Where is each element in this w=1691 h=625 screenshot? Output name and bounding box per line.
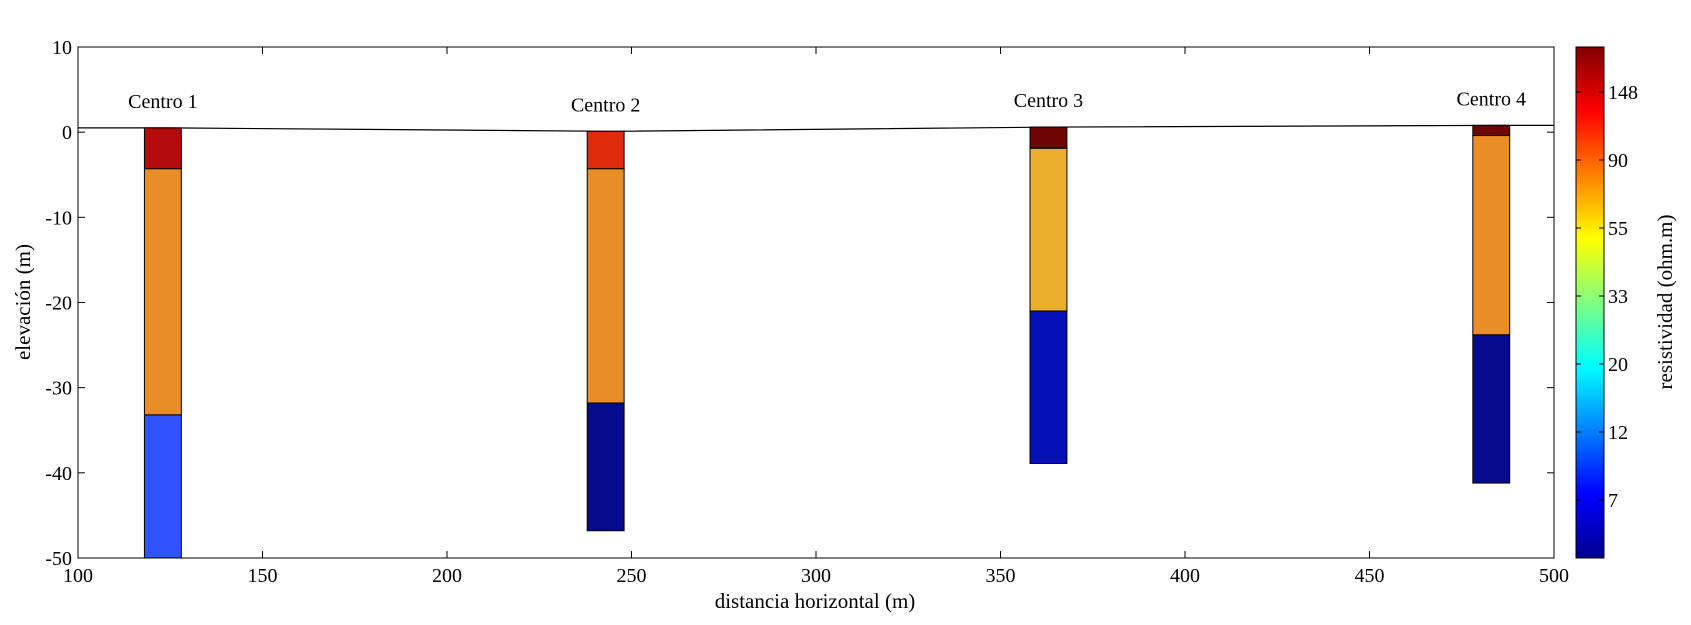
x-tick-label: 400 <box>1170 565 1200 587</box>
column-2-layer-1 <box>586 130 625 170</box>
column-3-layer-1 <box>1029 126 1068 149</box>
colorbar-tick-label: 148 <box>1608 82 1638 104</box>
column-label: Centro 4 <box>1457 88 1526 110</box>
y-tick-label: -10 <box>45 207 72 229</box>
y-axis-title: elevación (m) <box>11 244 35 360</box>
x-tick-label: 350 <box>986 565 1016 587</box>
column-label: Centro 3 <box>1014 90 1083 112</box>
column-2-layer-2 <box>586 168 625 404</box>
x-tick-label: 450 <box>1355 565 1385 587</box>
y-tick-label: -30 <box>45 378 72 400</box>
column-4-layer-2 <box>1472 135 1511 336</box>
x-tick-label: 150 <box>248 565 278 587</box>
colorbar-tick-label: 90 <box>1608 150 1628 172</box>
column-3-layer-3 <box>1029 310 1068 464</box>
column-1-layer-2 <box>143 168 182 416</box>
column-3-layer-2 <box>1029 147 1068 312</box>
y-tick-label: -20 <box>45 293 72 315</box>
column-2-layer-3 <box>586 402 625 532</box>
column-1-layer-3 <box>143 414 182 559</box>
column-1-layer-1 <box>143 127 182 170</box>
colorbar-tick-label: 20 <box>1608 354 1628 376</box>
plot-frame <box>77 46 1555 559</box>
y-tick-label: 10 <box>52 37 72 59</box>
colorbar-tick-label: 7 <box>1608 490 1618 512</box>
column-label: Centro 2 <box>571 94 640 116</box>
x-tick-label: 100 <box>63 565 93 587</box>
colorbar-tick-label: 55 <box>1608 218 1628 240</box>
x-tick-label: 250 <box>617 565 647 587</box>
colorbar-title: resistividad (ohm.m) <box>1653 215 1677 390</box>
column-4-layer-3 <box>1472 334 1511 484</box>
column-label: Centro 1 <box>128 91 197 113</box>
x-tick-label: 200 <box>432 565 462 587</box>
y-tick-label: 0 <box>62 122 72 144</box>
y-tick-label: -50 <box>45 548 72 570</box>
x-axis-title: distancia horizontal (m) <box>715 589 916 613</box>
colorbar-tick-label: 33 <box>1608 286 1628 308</box>
colorbar <box>1575 46 1605 559</box>
x-tick-label: 500 <box>1539 565 1569 587</box>
colorbar-tick-label: 12 <box>1608 422 1628 444</box>
x-tick-label: 300 <box>801 565 831 587</box>
column-4-layer-1 <box>1472 124 1511 137</box>
ground-surface-line <box>78 124 1554 132</box>
y-tick-label: -40 <box>45 463 72 485</box>
